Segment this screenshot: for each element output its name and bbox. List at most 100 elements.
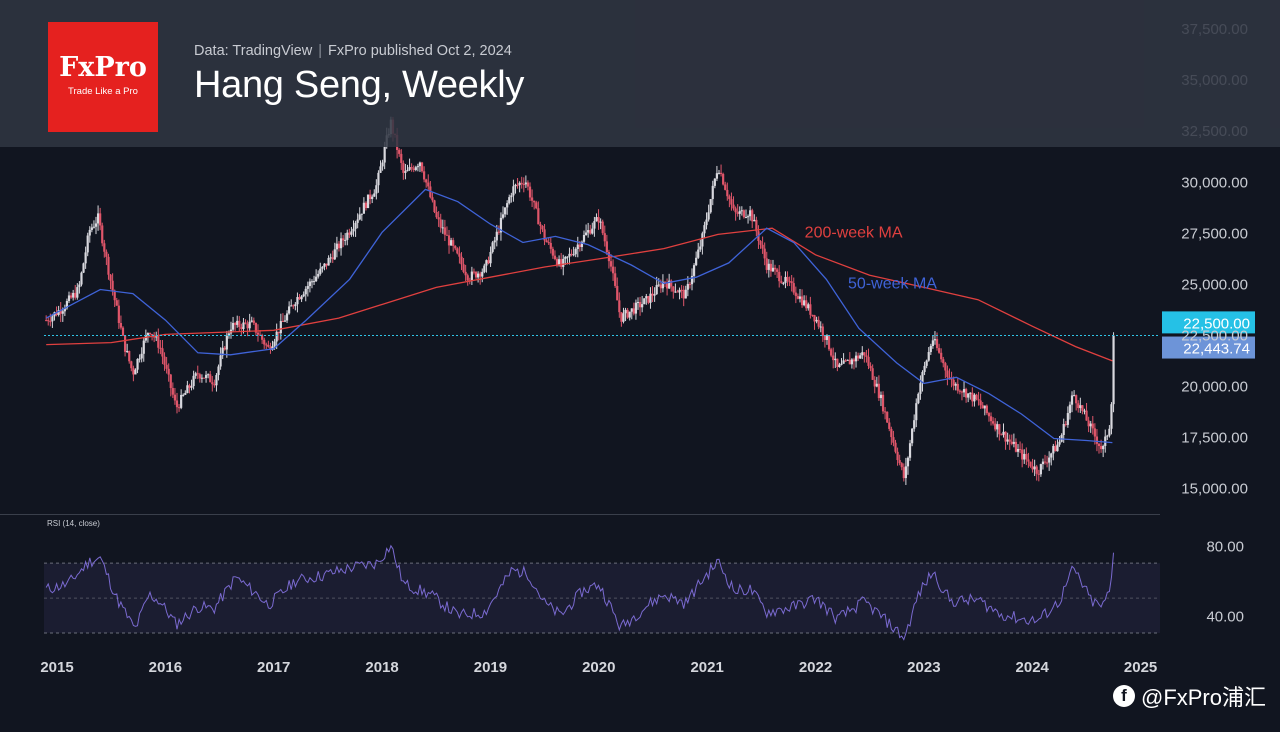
candle-body-209 xyxy=(479,273,482,277)
candle-body-332 xyxy=(734,208,737,213)
candle-body-501 xyxy=(1085,410,1088,421)
candle-body-175 xyxy=(408,167,411,170)
price-tag-1: 22,443.74 xyxy=(1183,341,1250,358)
candle-body-465 xyxy=(1010,441,1013,444)
candle-body-333 xyxy=(736,212,739,214)
rsi-title: RSI (14, close) xyxy=(47,519,100,528)
candle-body-199 xyxy=(458,253,461,257)
candle-body-400 xyxy=(875,383,878,387)
candle-body-476 xyxy=(1033,466,1036,470)
rsi-tick-label-0: 40.00 xyxy=(1206,609,1244,626)
candle-body-497 xyxy=(1077,403,1080,409)
candle-body-473 xyxy=(1027,459,1030,462)
candle-body-514 xyxy=(1112,335,1115,405)
candle-body-191 xyxy=(441,227,444,229)
candles xyxy=(45,116,1115,485)
candle-body-64 xyxy=(177,407,181,409)
year-tick-label-3: 2018 xyxy=(365,659,398,676)
candle-body-116 xyxy=(285,313,289,321)
candle-body-286 xyxy=(638,301,642,308)
candle-body-10 xyxy=(65,300,69,309)
candle-body-30 xyxy=(107,256,110,275)
candle-body-347 xyxy=(765,258,768,270)
candle-body-380 xyxy=(834,358,837,361)
candle-body-219 xyxy=(499,217,503,233)
candle-body-513 xyxy=(1110,404,1113,429)
candle-body-423 xyxy=(923,365,926,372)
candle-body-147 xyxy=(350,231,353,235)
candle-body-71 xyxy=(192,375,195,387)
candle-body-112 xyxy=(277,331,280,334)
candle-body-312 xyxy=(692,265,696,276)
candle-body-83 xyxy=(217,366,220,376)
candle-body-287 xyxy=(641,304,644,308)
candle-body-3 xyxy=(51,316,54,322)
candle-body-478 xyxy=(1037,473,1040,475)
candle-body-403 xyxy=(881,394,885,412)
candle-body-33 xyxy=(113,290,116,301)
candle-body-362 xyxy=(796,296,800,299)
candle-body-463 xyxy=(1006,439,1009,442)
year-tick-label-7: 2022 xyxy=(799,659,832,676)
candle-body-294 xyxy=(655,285,658,295)
candle-body-311 xyxy=(690,275,694,285)
candle-body-455 xyxy=(989,416,993,422)
candle-body-471 xyxy=(1023,453,1026,460)
candle-body-92 xyxy=(236,320,239,325)
candle-body-250 xyxy=(564,256,567,259)
candle-body-40 xyxy=(128,351,131,362)
candle-body-285 xyxy=(636,301,640,303)
candle-body-482 xyxy=(1045,462,1049,464)
candle-body-221 xyxy=(503,207,507,215)
candle-body-469 xyxy=(1019,449,1022,451)
candle-body-140 xyxy=(335,243,338,250)
candle-body-373 xyxy=(819,326,822,328)
candle-body-111 xyxy=(275,331,278,342)
candle-body-76 xyxy=(202,377,206,379)
candle-body-174 xyxy=(406,169,409,172)
year-tick-label-8: 2023 xyxy=(907,659,940,676)
candle-body-326 xyxy=(722,173,725,185)
candle-body-342 xyxy=(755,219,758,232)
candle-body-418 xyxy=(913,420,916,429)
candle-body-486 xyxy=(1054,445,1057,452)
candle-body-302 xyxy=(672,286,675,292)
candle-body-115 xyxy=(283,320,287,322)
candle-body-456 xyxy=(992,421,995,424)
candle-body-223 xyxy=(508,197,511,204)
candle-body-344 xyxy=(759,241,762,245)
candle-body-505 xyxy=(1093,428,1096,437)
candle-body-276 xyxy=(618,300,621,313)
candle-body-271 xyxy=(607,252,611,262)
candle-body-372 xyxy=(817,319,820,327)
year-tick-label-2: 2017 xyxy=(257,659,290,676)
candle-body-161 xyxy=(379,166,382,173)
candle-body-354 xyxy=(780,281,783,283)
candle-body-356 xyxy=(784,276,787,283)
candle-body-178 xyxy=(414,167,417,170)
candle-body-512 xyxy=(1108,428,1111,436)
candle-body-441 xyxy=(960,391,964,393)
candle-body-507 xyxy=(1097,443,1101,447)
candle-body-278 xyxy=(622,313,625,322)
candle-body-284 xyxy=(634,302,638,314)
candle-body-156 xyxy=(369,194,372,199)
candle-body-127 xyxy=(308,281,311,287)
candle-body-300 xyxy=(668,280,671,289)
candle-body-216 xyxy=(493,240,496,243)
logo-tagline: Trade Like a Pro xyxy=(68,86,138,97)
candle-body-258 xyxy=(580,241,584,247)
candle-body-496 xyxy=(1075,395,1078,404)
candle-body-410 xyxy=(896,451,899,461)
candle-body-181 xyxy=(420,162,424,172)
candle-body-288 xyxy=(643,298,646,305)
price-tick-label-2: 20,000.00 xyxy=(1181,378,1248,395)
candle-body-387 xyxy=(848,359,851,365)
candle-body-60 xyxy=(169,374,172,389)
candle-body-139 xyxy=(333,249,336,260)
candle-body-259 xyxy=(582,234,586,242)
source-label: Data: TradingView xyxy=(194,43,313,59)
candle-body-41 xyxy=(130,361,133,369)
candle-body-457 xyxy=(994,423,997,430)
candle-body-428 xyxy=(933,339,937,341)
